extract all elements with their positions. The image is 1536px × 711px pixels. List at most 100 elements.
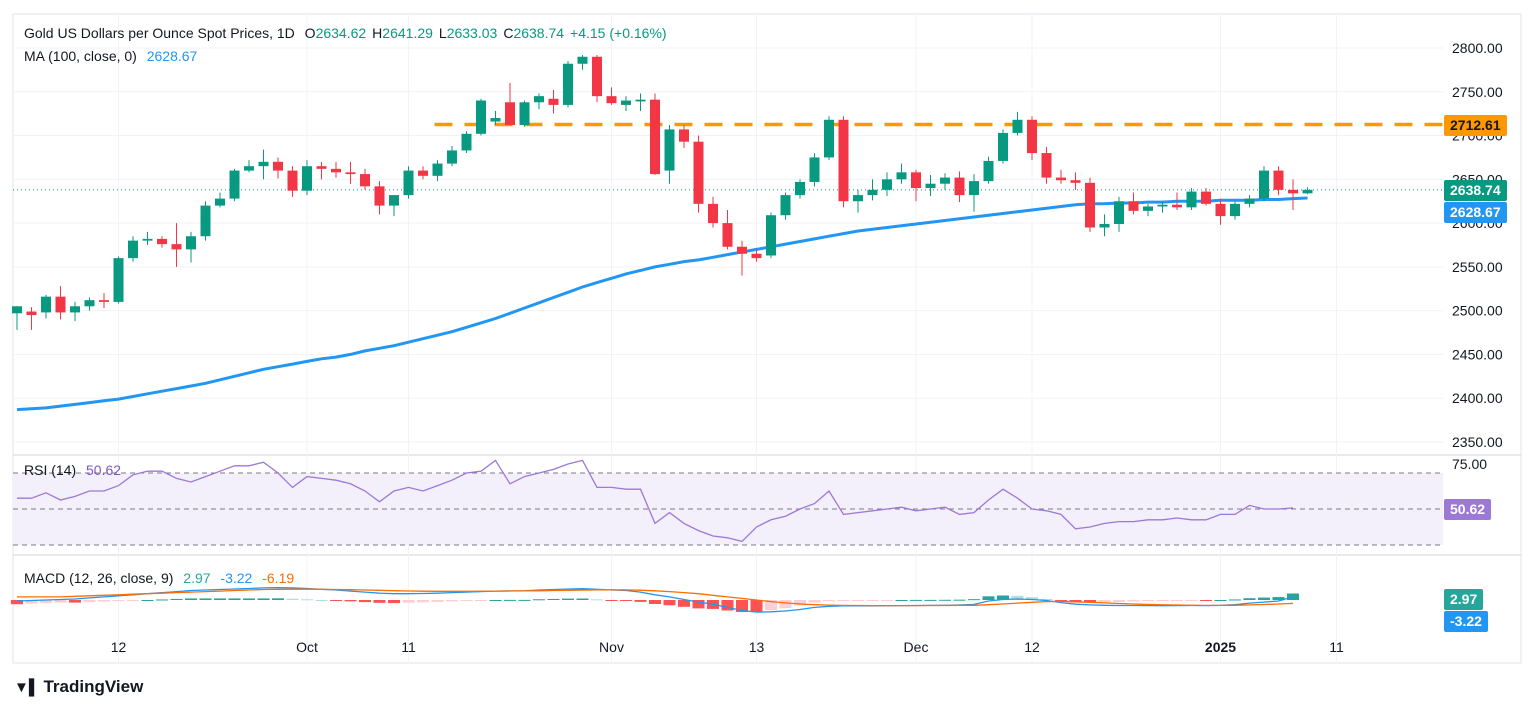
x-tick-label: 2025 <box>1205 639 1236 655</box>
candle-body <box>679 129 689 142</box>
candle-body <box>577 56 588 64</box>
candle-body <box>1027 119 1037 154</box>
macd-histogram-bar <box>1127 600 1140 602</box>
resistance-price-tag: 2712.61 <box>1444 115 1507 136</box>
candle-body <box>99 300 109 302</box>
macd-histogram-bar <box>315 600 328 601</box>
candle-body <box>200 205 211 237</box>
macd-histogram-bar <box>1113 600 1125 602</box>
candle-body <box>1288 189 1298 194</box>
chart-legend-header: Gold US Dollars per Ounce Spot Prices, 1… <box>24 25 679 41</box>
candle-body <box>287 170 298 191</box>
candle-body <box>1215 203 1226 217</box>
ma-legend[interactable]: MA (100, close, 0) 2628.67 <box>24 48 203 64</box>
macd-histogram-bar <box>83 600 96 603</box>
macd-histogram-bar <box>504 599 516 601</box>
macd-histogram-bar <box>359 600 371 603</box>
macd-histogram-bar <box>475 600 487 601</box>
candle-body <box>70 306 80 313</box>
candle-body <box>592 56 602 97</box>
candle-body <box>418 170 428 176</box>
candle-body <box>766 215 776 256</box>
ohlc-values: O2634.62 H2641.29 L2633.03 C2638.74 +4.15 (+… <box>305 25 673 41</box>
macd-histogram-bar <box>808 600 821 603</box>
candle-body <box>621 100 631 105</box>
macd-histogram-bar <box>373 600 386 603</box>
candle-body <box>650 99 660 175</box>
macd-histogram-bar <box>54 600 67 603</box>
macd-histogram-bar <box>910 599 922 601</box>
rsi-legend[interactable]: RSI (14) 50.62 <box>24 462 127 478</box>
macd-histogram-bar <box>1084 600 1096 603</box>
candle-body <box>273 161 283 171</box>
macd-legend[interactable]: MACD (12, 26, close, 9) 2.97 -3.22 -6.19 <box>24 570 300 586</box>
candle-body <box>258 161 269 167</box>
candle-body <box>809 157 820 182</box>
macd-value-tag: 2.97 <box>1444 589 1484 610</box>
macd-histogram-bar <box>228 598 241 600</box>
macd-histogram-bar <box>692 600 705 609</box>
candle-body <box>635 99 646 102</box>
macd-histogram-bar <box>170 598 183 600</box>
macd-histogram-bar <box>881 600 893 601</box>
macd-histogram-bar <box>721 600 734 611</box>
candle-body <box>751 253 762 259</box>
macd-line <box>16 586 1294 613</box>
y-tick-label: 2450.00 <box>1452 346 1503 362</box>
x-tick-label: Nov <box>599 639 624 655</box>
macd-histogram-bar <box>953 599 966 601</box>
candle-body <box>737 246 747 254</box>
candle-body <box>186 236 196 250</box>
rsi-label: RSI (14) <box>24 462 77 478</box>
macd-histogram-bar <box>1098 600 1111 603</box>
macd-histogram-bar <box>40 600 52 604</box>
candle-body <box>84 300 95 307</box>
macd-histogram-bar <box>1142 600 1154 602</box>
macd-histogram-bar <box>982 596 995 600</box>
macd-histogram-bar <box>750 600 763 613</box>
close-value: 2638.74 <box>513 25 565 41</box>
candle-body <box>476 100 486 134</box>
y-tick-label: 2750.00 <box>1452 84 1503 100</box>
candle-body <box>12 306 22 314</box>
candle-body <box>128 240 138 259</box>
candle-body <box>215 198 225 206</box>
ma-value: 2628.67 <box>146 48 198 64</box>
candle-body <box>331 168 341 173</box>
macd-histogram-bar <box>547 598 560 600</box>
macd-histogram-bar <box>272 598 284 600</box>
candle-body <box>1259 170 1269 199</box>
x-tick-label: 12 <box>1024 639 1040 655</box>
tradingview-logo[interactable]: ▼▌ TradingView <box>14 677 143 697</box>
symbol-title[interactable]: Gold US Dollars per Ounce Spot Prices, 1… <box>24 25 295 41</box>
candle-body <box>1085 182 1095 228</box>
ma100-line <box>16 196 1308 412</box>
macd-histogram-bar <box>620 600 632 601</box>
candle-body <box>1186 191 1197 208</box>
candle-body <box>1012 119 1023 133</box>
macd-histogram-bar <box>1040 598 1053 600</box>
candle-body <box>722 223 733 247</box>
candle-body <box>345 172 356 175</box>
candle-body <box>853 195 863 202</box>
rsi-value: 50.62 <box>86 462 122 478</box>
ma-label: MA (100, close, 0) <box>24 48 137 64</box>
macd-histogram-bar <box>997 595 1009 600</box>
macd-histogram-bar <box>794 600 806 606</box>
candle-body <box>1143 206 1153 211</box>
macd-histogram-bar <box>98 600 110 602</box>
candle-body <box>664 129 675 171</box>
macd-histogram-bar <box>214 598 226 600</box>
candle-body <box>244 166 254 171</box>
macd-histogram-bar <box>1026 597 1038 600</box>
signal-line <box>17 588 1294 607</box>
candle-body <box>824 119 834 158</box>
macd-histogram-bar <box>199 598 212 600</box>
macd-histogram-bar <box>852 600 864 601</box>
candle-body <box>142 238 153 241</box>
low-value: 2633.03 <box>446 25 498 41</box>
candle-body <box>41 296 51 313</box>
candle-body <box>1273 170 1284 190</box>
candle-body <box>302 166 312 191</box>
